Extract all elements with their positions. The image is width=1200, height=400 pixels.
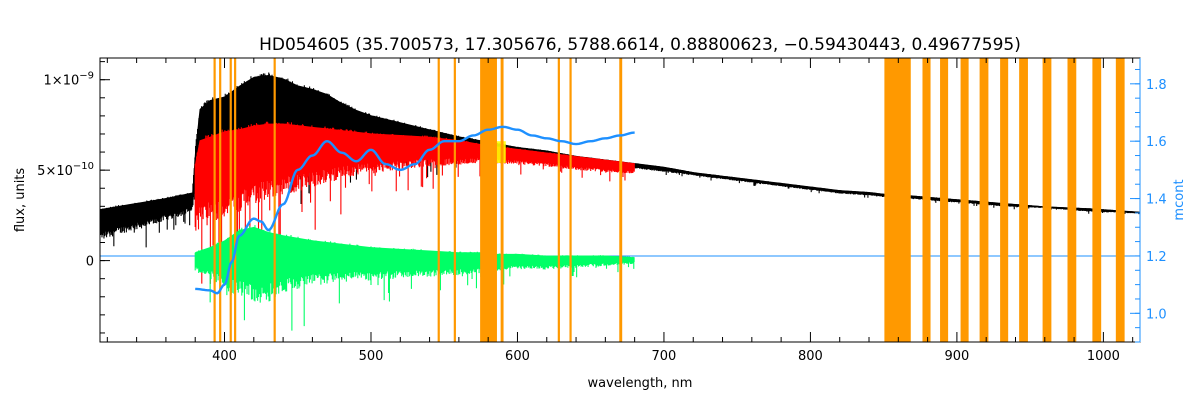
series-mcont [195,125,635,295]
mask-band-6 [453,58,456,342]
mask-band-5 [437,58,440,342]
mask-band-7 [480,58,497,342]
y2-tick-label-1.2: 1.2 [1146,250,1167,265]
x-tick-label-600: 600 [505,349,530,364]
mask-band-11 [619,58,623,342]
series-residual-envelope [195,226,635,282]
mask-band-18 [1019,58,1028,342]
y-axis-title: flux, units [13,168,28,233]
mask-band-9 [557,58,560,342]
mask-band-0 [213,58,216,342]
chart-title: HD054605 (35.700573, 17.305676, 5788.661… [259,35,1021,55]
x-tick-label-400: 400 [212,349,237,364]
mask-band-8 [500,58,504,342]
mask-band-3 [234,58,237,342]
mask-band-1 [219,58,222,342]
x-tick-label-700: 700 [652,349,677,364]
x-tick-label-500: 500 [359,349,384,364]
mask-band-16 [979,58,989,342]
series-model-envelope [195,123,635,212]
mask-band-13 [922,58,931,342]
y2-tick-label-1.4: 1.4 [1146,193,1167,208]
x-tick-label-800: 800 [798,349,823,364]
mask-band-15 [960,58,969,342]
y-tick-label-2: 1×10−9 [44,71,94,89]
y2-axis-title: mcont [1172,179,1187,220]
series-layer [100,58,1140,342]
y-tick-label-1: 5×10−10 [37,161,94,179]
y-tick-label-0: 0 [86,255,94,270]
mask-band-10 [569,58,572,342]
mask-band-4 [273,58,276,342]
y2-tick-label-1.8: 1.8 [1146,78,1167,93]
mask-band-2 [229,58,232,342]
series-residual [194,225,635,331]
x-tick-label-1000: 1000 [1087,349,1120,364]
series-observed-envelope [100,74,1140,231]
x-tick-label-900: 900 [944,349,969,364]
mask-band-19 [1042,58,1052,342]
mask-band-21 [1092,58,1102,342]
mask-band-22 [1115,58,1125,342]
y2-tick-label-1.6: 1.6 [1146,135,1167,150]
mask-band-12 [884,58,911,342]
axis-ticks: 400 500 600 700 800 900 1000 0 5×10−10 1×10−9 1.0 1… [37,58,1167,364]
mask-band-14 [940,58,949,342]
y2-tick-label-1: 1.0 [1146,307,1167,322]
mask-band-20 [1067,58,1077,342]
mask-band-17 [1000,58,1009,342]
x-axis-title: wavelength, nm [588,376,693,391]
